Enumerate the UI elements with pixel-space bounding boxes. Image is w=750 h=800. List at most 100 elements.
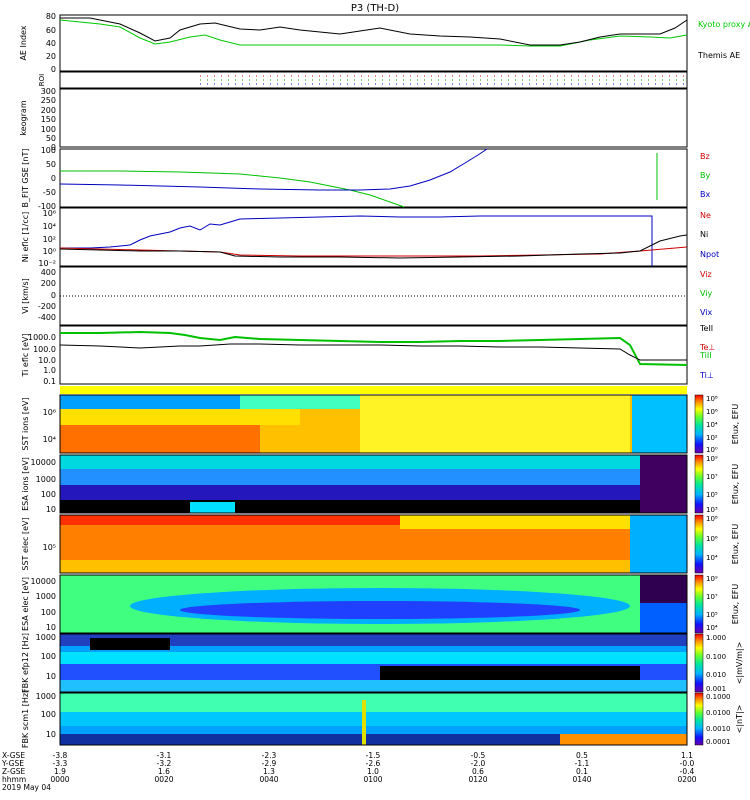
fbk1-band-mid: [60, 652, 687, 664]
ae-ytick-labels: 80 60 40 20 0: [46, 12, 56, 74]
sst1-cblabel: Eflux, EFU: [731, 404, 740, 445]
esa1-frame: [59, 454, 688, 514]
fbk1-frame: [59, 633, 688, 693]
esa2-band-end-low: [640, 603, 687, 633]
fbk2-band-bottom: [60, 734, 687, 745]
footer-label-x: X-GSE: [2, 751, 25, 760]
keogram-ytick: 250: [41, 96, 56, 105]
footer-x-value: -2.3: [262, 751, 277, 760]
bfit-bx-line: [59, 148, 488, 191]
ti-ytick: 1.0: [43, 366, 56, 375]
figure-title: P3 (TH-D): [351, 3, 399, 14]
ae-ylabel: AE Index: [19, 25, 28, 60]
fbk2-cblabel: <|nT|>: [735, 705, 744, 734]
esa1-band-low: [60, 485, 640, 500]
esa1-panel: 10000 1000 100 10 ESA ions [eV] 10⁹ 10⁷ …: [21, 454, 740, 514]
esa2-band-end: [640, 575, 687, 603]
sst1-colorbar: [694, 394, 704, 454]
footer-row-labels: X-GSE Y-GSE Z-GSE hhmm 2019 May 04: [1, 751, 51, 792]
bfit-panel: 100 50 0 -50 -100 B_FIT GSE [nT] Bz By B…: [21, 146, 710, 211]
sst2-ylabel: SST elec [eV]: [21, 517, 30, 570]
footer-z-value: 0.6: [472, 767, 484, 776]
bfit-ytick: 0: [51, 174, 56, 183]
ae-ytick: 60: [46, 26, 56, 35]
sst2-cblabel: Eflux, EFU: [731, 524, 740, 565]
fbk1-cbtick: 0.010: [706, 671, 726, 679]
vi-ytick: 200: [41, 279, 56, 288]
esa1-colorbar: [694, 454, 704, 514]
fbk2-cbtick: 0.0001: [706, 738, 731, 746]
vi-legend-vix: Vix: [700, 308, 713, 317]
ti-legend-tiperp: Ti⊥: [699, 371, 714, 380]
vi-ytick: -400: [38, 313, 56, 322]
ti-frame: [59, 325, 688, 385]
footer-y-value: -0.0: [680, 759, 695, 768]
ni-legend-ni: Ni: [700, 230, 708, 239]
footer-z-value: 1.3: [263, 767, 275, 776]
sst2-band-top: [60, 515, 620, 525]
vi-legend-viz: Viz: [700, 270, 712, 279]
sst2-panel: 10⁵ SST elec [eV] 10⁸ 10⁶ 10⁴ Eflux, EFU: [21, 514, 740, 574]
esa1-band-end: [640, 455, 687, 513]
ae-themis-line: [60, 17, 688, 46]
fbk2-band-end: [560, 734, 687, 745]
ni-ytick: 10⁴: [43, 222, 56, 231]
sst1-band-red: [60, 425, 260, 453]
footer-time-value: 0120: [468, 775, 487, 784]
fbk1-ylabel: FBK efp12 [Hz]: [21, 633, 30, 693]
fbk1-ytick: 10: [46, 672, 56, 681]
ti-ytick: 10.0: [38, 356, 56, 365]
vi-ytick: 400: [41, 268, 56, 277]
sst2-cbtick: 10⁶: [706, 535, 718, 543]
ti-teII-line: [59, 343, 687, 361]
roi-frame: [59, 71, 688, 89]
esa2-cbtick: 10⁵: [706, 611, 718, 619]
sst2-band-end: [630, 515, 687, 573]
bfit-ytick: -50: [43, 188, 56, 197]
esa1-band-top: [60, 455, 640, 469]
fbk1-band-top: [60, 634, 687, 646]
fbk1-cbtick: 1.000: [706, 634, 726, 642]
bfit-frame: [59, 148, 688, 208]
esa2-ytick: 1000: [36, 592, 56, 601]
esa2-panel: 10000 1000 100 10 ESA elec [eV] 10⁹ 10⁷ …: [21, 574, 740, 634]
bfit-legend-bx: Bx: [700, 190, 710, 199]
ae-legend-themis: Themis AE: [697, 51, 740, 60]
bfit-ylabel: B_FIT GSE [nT]: [21, 149, 30, 208]
fbk1-cbtick: 0.100: [706, 653, 726, 661]
fbk1-band-black-low: [380, 666, 640, 680]
esa1-cbtick: 10⁵: [706, 491, 718, 499]
fbk2-cbtick: 0.0100: [706, 709, 731, 717]
ae-ytick: 20: [46, 52, 56, 61]
sst1-frame: [59, 394, 688, 454]
ae-kyoto-line: [59, 19, 688, 47]
footer-y-value: -1.1: [575, 759, 590, 768]
ni-legend-ne: Ne: [700, 211, 711, 220]
fbk2-ytick: 1000: [36, 692, 56, 701]
keogram-ytick: 0: [51, 143, 56, 152]
fbk2-colorbar: [694, 692, 704, 746]
fbk1-band-black: [90, 638, 170, 650]
keogram-panel: 300 250 200 150 100 50 0 keogram: [19, 87, 688, 152]
ni-ytick: 10²: [43, 235, 56, 244]
footer-time-value: 0040: [259, 775, 278, 784]
sst1-panel: 10⁶ 10⁴ SST ions [eV] 10⁸ 10⁶ 10⁴ 10² 10…: [21, 394, 740, 454]
footer-time-value: 0100: [363, 775, 382, 784]
fbk2-panel: 1000 100 10 FBK scm1 [Hz] 0.1000 0.0100 …: [21, 690, 744, 748]
ti-ytick: 1000.0: [28, 333, 56, 342]
fbk2-ylabel: FBK scm1 [Hz]: [21, 690, 30, 748]
fbk1-cblabel: <|mV/m|>: [735, 642, 744, 685]
footer-time-value: 0000: [50, 775, 69, 784]
sst1-band-mid: [60, 409, 300, 425]
fbk1-panel: 1000 100 10 FBK efp12 [Hz] 1.000 0.100 0…: [21, 633, 744, 693]
esa2-cbtick: 10⁴: [706, 624, 718, 632]
bfit-ytick: 100: [41, 146, 56, 155]
keogram-ylabel: keogram: [19, 100, 28, 135]
esa2-feature-dark: [180, 601, 580, 619]
footer-z-value: 1.6: [158, 767, 170, 776]
sst1-cbtick: 10⁰: [706, 446, 718, 454]
fbk1-colorbar: [694, 633, 704, 693]
ae-ytick: 80: [46, 12, 56, 21]
roi-ylabel: ROI: [38, 74, 46, 86]
fbk1-ytick: 1000: [36, 633, 56, 642]
